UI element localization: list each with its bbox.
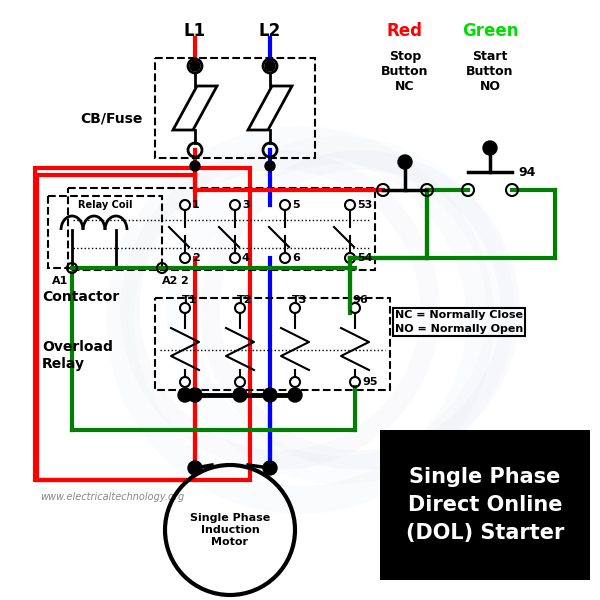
Text: Contactor: Contactor <box>42 290 119 304</box>
Text: T1: T1 <box>182 295 197 305</box>
Text: 2: 2 <box>192 253 200 263</box>
Circle shape <box>190 61 200 71</box>
Text: Stop
Button
NC: Stop Button NC <box>381 50 429 93</box>
Bar <box>35 168 250 480</box>
Text: www.electricaltechnology.org: www.electricaltechnology.org <box>40 492 184 502</box>
Circle shape <box>265 161 275 171</box>
Text: L1: L1 <box>184 22 206 40</box>
Text: 96: 96 <box>352 295 368 305</box>
Text: Green: Green <box>462 22 518 40</box>
Circle shape <box>188 461 202 475</box>
Circle shape <box>483 141 497 155</box>
Polygon shape <box>248 86 292 130</box>
Circle shape <box>188 388 202 402</box>
Text: 1: 1 <box>192 200 200 210</box>
Text: A1: A1 <box>52 276 68 286</box>
Circle shape <box>263 461 277 475</box>
Text: 53: 53 <box>357 200 372 210</box>
Bar <box>155 58 315 158</box>
Circle shape <box>178 388 192 402</box>
Text: T2: T2 <box>237 295 253 305</box>
Text: 4: 4 <box>242 253 250 263</box>
Text: 5: 5 <box>292 200 299 210</box>
Text: L2: L2 <box>259 22 281 40</box>
Text: 54: 54 <box>357 253 373 263</box>
Text: Overload
Relay: Overload Relay <box>42 340 113 371</box>
Bar <box>68 188 375 270</box>
Circle shape <box>263 388 277 402</box>
Text: Single Phase
Induction
Motor: Single Phase Induction Motor <box>190 512 270 547</box>
Text: Relay Coil: Relay Coil <box>78 200 132 210</box>
Bar <box>48 196 162 268</box>
Circle shape <box>265 61 275 71</box>
Polygon shape <box>173 86 217 130</box>
Text: Start
Button
NO: Start Button NO <box>466 50 514 93</box>
Text: 3: 3 <box>242 200 250 210</box>
Text: 6: 6 <box>292 253 300 263</box>
Circle shape <box>233 388 247 402</box>
Bar <box>155 298 390 390</box>
Text: A2: A2 <box>162 276 178 286</box>
Text: Single Phase
Direct Online
(DOL) Starter: Single Phase Direct Online (DOL) Starter <box>406 467 564 543</box>
Text: NC = Normally Close
NO = Normally Open: NC = Normally Close NO = Normally Open <box>395 310 523 334</box>
Text: Red: Red <box>387 22 423 40</box>
Circle shape <box>190 161 200 171</box>
Circle shape <box>398 155 412 169</box>
Text: CB/Fuse: CB/Fuse <box>80 111 142 125</box>
Text: T3: T3 <box>292 295 307 305</box>
Text: 95: 95 <box>362 377 377 387</box>
Text: 94: 94 <box>518 166 535 179</box>
Circle shape <box>288 388 302 402</box>
Bar <box>380 430 590 580</box>
Text: 2: 2 <box>180 276 188 286</box>
